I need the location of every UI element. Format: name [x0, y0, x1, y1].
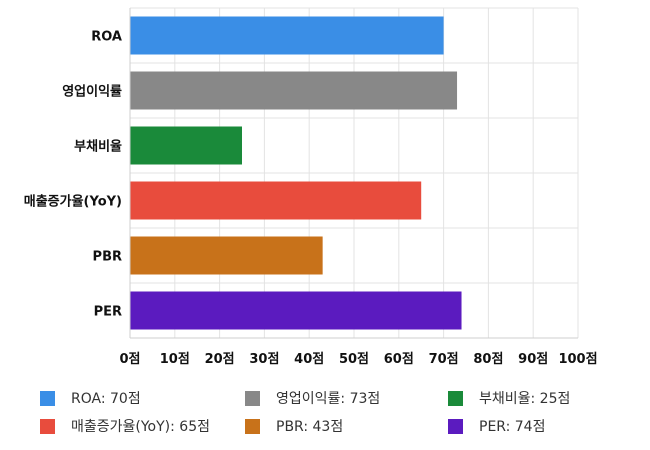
- bar: [130, 16, 444, 55]
- bar: [130, 291, 462, 330]
- y-category-label: ROA: [91, 30, 122, 45]
- y-category-label: 영업이익률: [62, 84, 122, 100]
- x-tick-label: 30점: [249, 352, 279, 367]
- legend-item-roa: ROA: 70점: [40, 388, 141, 408]
- x-tick-label: 20점: [205, 352, 235, 367]
- bar: [130, 71, 458, 110]
- y-category-label: PBR: [93, 250, 122, 265]
- bar: [130, 181, 422, 220]
- legend-item-operating-margin: 영업이익률: 73점: [245, 388, 380, 408]
- x-tick-label: 90점: [518, 352, 548, 367]
- y-category-label: 부채비율: [74, 139, 122, 155]
- x-tick-label: 70점: [429, 352, 459, 367]
- legend-label: 부채비율: 25점: [479, 391, 571, 407]
- legend-swatch: [448, 390, 463, 406]
- x-tick-label: 50점: [339, 352, 369, 367]
- bar: [130, 236, 323, 275]
- legend-item-per: PER: 74점: [448, 416, 545, 436]
- legend-swatch: [40, 418, 55, 434]
- x-tick-label: 60점: [384, 352, 414, 367]
- legend-item-revenue-growth: 매출증가율(YoY): 65점: [40, 416, 210, 436]
- x-tick-label: 10점: [160, 352, 190, 367]
- legend-swatch: [448, 418, 463, 434]
- legend-swatch: [245, 390, 260, 406]
- legend-label: PER: 74점: [479, 419, 546, 435]
- x-tick-label: 40점: [294, 352, 324, 367]
- legend-swatch: [245, 418, 260, 434]
- x-tick-label: 80점: [473, 352, 503, 367]
- legend-label: PBR: 43점: [276, 419, 344, 435]
- legend-label: ROA: 70점: [71, 391, 141, 407]
- x-tick-label: 0점: [119, 352, 140, 367]
- legend-label: 매출증가율(YoY): 65점: [71, 419, 210, 435]
- legend-item-debt-ratio: 부채비율: 25점: [448, 388, 570, 408]
- y-category-label: 매출증가율(YoY): [24, 194, 122, 210]
- bar: [130, 126, 242, 165]
- bar-chart-plot: 0점 10점 20점 30점 40점 50점 60점 70점 80점 90점 100점 ROA 영업이익…: [24, 7, 598, 367]
- legend-label: 영업이익률: 73점: [276, 391, 381, 407]
- y-category-label: PER: [94, 305, 122, 320]
- legend-swatch: [40, 390, 55, 406]
- x-tick-label: 100점: [558, 352, 597, 367]
- legend-item-pbr: PBR: 43점: [245, 416, 343, 436]
